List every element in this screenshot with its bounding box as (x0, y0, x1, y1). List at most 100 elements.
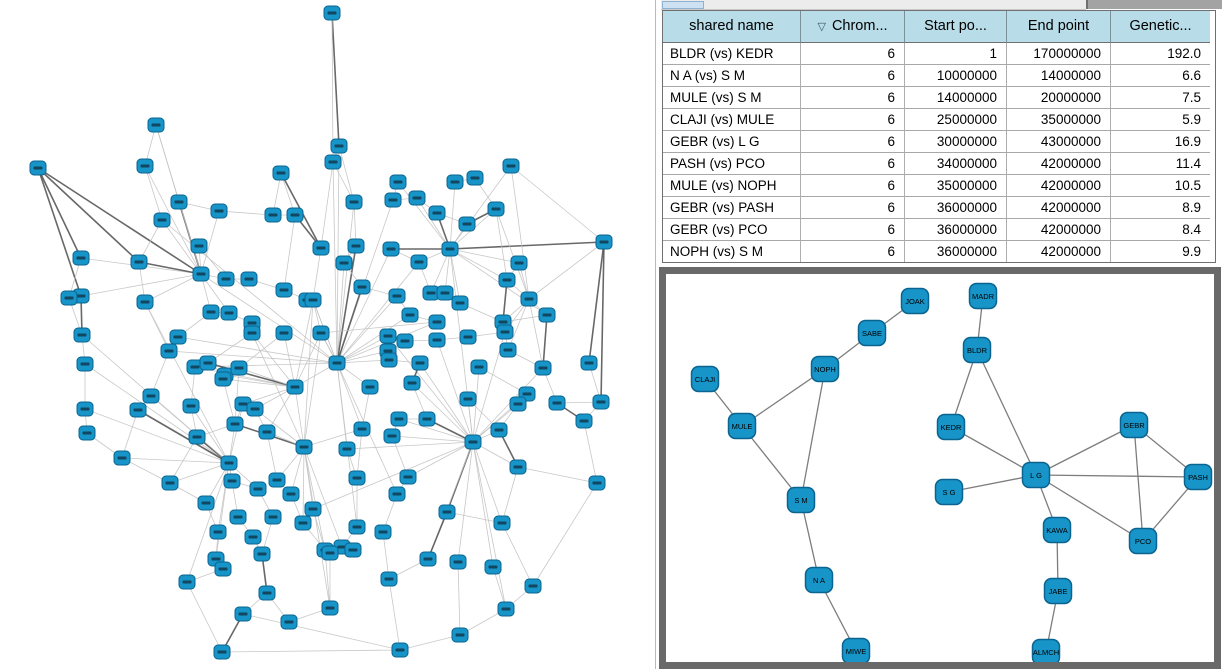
table-cell[interactable]: 42000000 (1007, 219, 1111, 241)
network-node-noph[interactable]: NOPH (810, 355, 840, 383)
network-node[interactable] (353, 421, 371, 437)
network-node[interactable] (524, 578, 542, 594)
table-cell[interactable]: GEBR (vs) L G (663, 131, 801, 153)
column-header[interactable]: shared name (663, 11, 801, 43)
network-node[interactable] (321, 600, 339, 616)
network-node-pco[interactable]: PCO (1128, 527, 1158, 555)
table-row[interactable]: GEBR (vs) PASH 6 36000000 42000000 8.9 (663, 197, 1215, 219)
network-node[interactable] (76, 401, 94, 417)
network-node[interactable] (129, 402, 147, 418)
network-node[interactable] (361, 379, 379, 395)
network-node[interactable] (153, 212, 171, 228)
table-cell[interactable]: 6 (801, 219, 905, 241)
network-node[interactable] (388, 288, 406, 304)
network-node[interactable] (466, 170, 484, 186)
network-node[interactable] (510, 255, 528, 271)
network-node[interactable] (459, 391, 477, 407)
network-node[interactable] (520, 291, 538, 307)
network-node[interactable] (487, 201, 505, 217)
table-cell[interactable]: MULE (vs) NOPH (663, 175, 801, 197)
table-cell[interactable]: 6 (801, 87, 905, 109)
table-cell[interactable]: 6 (801, 197, 905, 219)
network-node[interactable] (592, 394, 610, 410)
filtered-network-panel[interactable]: JOAK SABE NOPH CLAJI MULE S M N A MIWE MADR BLDR K… (659, 267, 1221, 669)
network-node[interactable] (280, 614, 298, 630)
table-cell[interactable]: NOPH (vs) S M (663, 241, 801, 262)
network-node[interactable] (226, 416, 244, 432)
network-node[interactable] (282, 486, 300, 502)
table-cell[interactable]: 170000000 (1007, 43, 1111, 65)
network-node[interactable] (29, 160, 47, 176)
network-node[interactable] (490, 422, 508, 438)
table-cell[interactable]: 35000000 (1007, 109, 1111, 131)
table-cell[interactable]: 7.5 (1111, 87, 1210, 109)
network-node[interactable] (548, 395, 566, 411)
network-node[interactable] (312, 240, 330, 256)
large-network-panel[interactable] (0, 0, 655, 669)
network-node[interactable] (147, 117, 165, 133)
table-row[interactable]: MULE (vs) NOPH 6 35000000 42000000 10.5 (663, 175, 1215, 197)
network-node[interactable] (441, 241, 459, 257)
table-cell[interactable]: PASH (vs) PCO (663, 153, 801, 175)
network-node[interactable] (214, 561, 232, 577)
table-cell[interactable]: 6 (801, 109, 905, 131)
network-node[interactable] (497, 601, 515, 617)
network-node[interactable] (458, 216, 476, 232)
table-cell[interactable]: 9.9 (1111, 241, 1210, 262)
network-node[interactable] (493, 515, 511, 531)
network-node-joak[interactable]: JOAK (900, 287, 930, 315)
network-node[interactable] (347, 238, 365, 254)
table-cell[interactable]: 1 (905, 43, 1007, 65)
network-node[interactable] (321, 545, 339, 561)
network-node[interactable] (374, 524, 392, 540)
table-row[interactable]: NOPH (vs) S M 6 36000000 42000000 9.9 (663, 241, 1215, 262)
network-node[interactable] (272, 165, 290, 181)
table-row[interactable]: GEBR (vs) PCO 6 36000000 42000000 8.4 (663, 219, 1215, 241)
table-cell[interactable]: 36000000 (905, 241, 1007, 262)
network-node[interactable] (190, 238, 208, 254)
network-node[interactable] (353, 279, 371, 295)
network-node[interactable] (113, 450, 131, 466)
table-cell[interactable]: GEBR (vs) PCO (663, 219, 801, 241)
network-node[interactable] (436, 285, 454, 301)
network-node[interactable] (142, 388, 160, 404)
network-node[interactable] (345, 194, 363, 210)
network-node[interactable] (209, 524, 227, 540)
network-node[interactable] (286, 379, 304, 395)
network-node[interactable] (182, 398, 200, 414)
network-node[interactable] (499, 342, 517, 358)
network-node[interactable] (178, 574, 196, 590)
network-node[interactable] (130, 254, 148, 270)
network-node[interactable] (78, 425, 96, 441)
network-node[interactable] (411, 355, 429, 371)
network-node[interactable] (403, 375, 421, 391)
network-node[interactable] (534, 360, 552, 376)
network-node[interactable] (275, 282, 293, 298)
table-row[interactable]: N A (vs) S M 6 10000000 14000000 6.6 (663, 65, 1215, 87)
table-row[interactable]: BLDR (vs) KEDR 6 1 170000000 192.0 (663, 43, 1215, 65)
network-node-pash[interactable]: PASH (1183, 463, 1213, 491)
network-node[interactable] (538, 307, 556, 323)
network-node[interactable] (384, 192, 402, 208)
network-node[interactable] (509, 459, 527, 475)
network-node[interactable] (76, 356, 94, 372)
network-node[interactable] (401, 307, 419, 323)
network-node[interactable] (344, 542, 362, 558)
network-node[interactable] (335, 255, 353, 271)
network-node-kedr[interactable]: KEDR (936, 413, 966, 441)
network-node[interactable] (449, 554, 467, 570)
network-node[interactable] (223, 473, 241, 489)
table-cell[interactable]: 14000000 (1007, 65, 1111, 87)
table-row[interactable]: PASH (vs) PCO 6 34000000 42000000 11.4 (663, 153, 1215, 175)
table-cell[interactable]: 6 (801, 175, 905, 197)
table-cell[interactable]: 42000000 (1007, 241, 1111, 262)
table-cell[interactable]: 42000000 (1007, 175, 1111, 197)
network-node[interactable] (192, 266, 210, 282)
network-node[interactable] (328, 355, 346, 371)
table-cell[interactable]: 192.0 (1111, 43, 1210, 65)
network-node-sabe[interactable]: SABE (857, 319, 887, 347)
network-node[interactable] (230, 360, 248, 376)
filter-icon[interactable]: ▽ (817, 21, 826, 33)
network-node[interactable] (459, 329, 477, 345)
network-node[interactable] (446, 174, 464, 190)
